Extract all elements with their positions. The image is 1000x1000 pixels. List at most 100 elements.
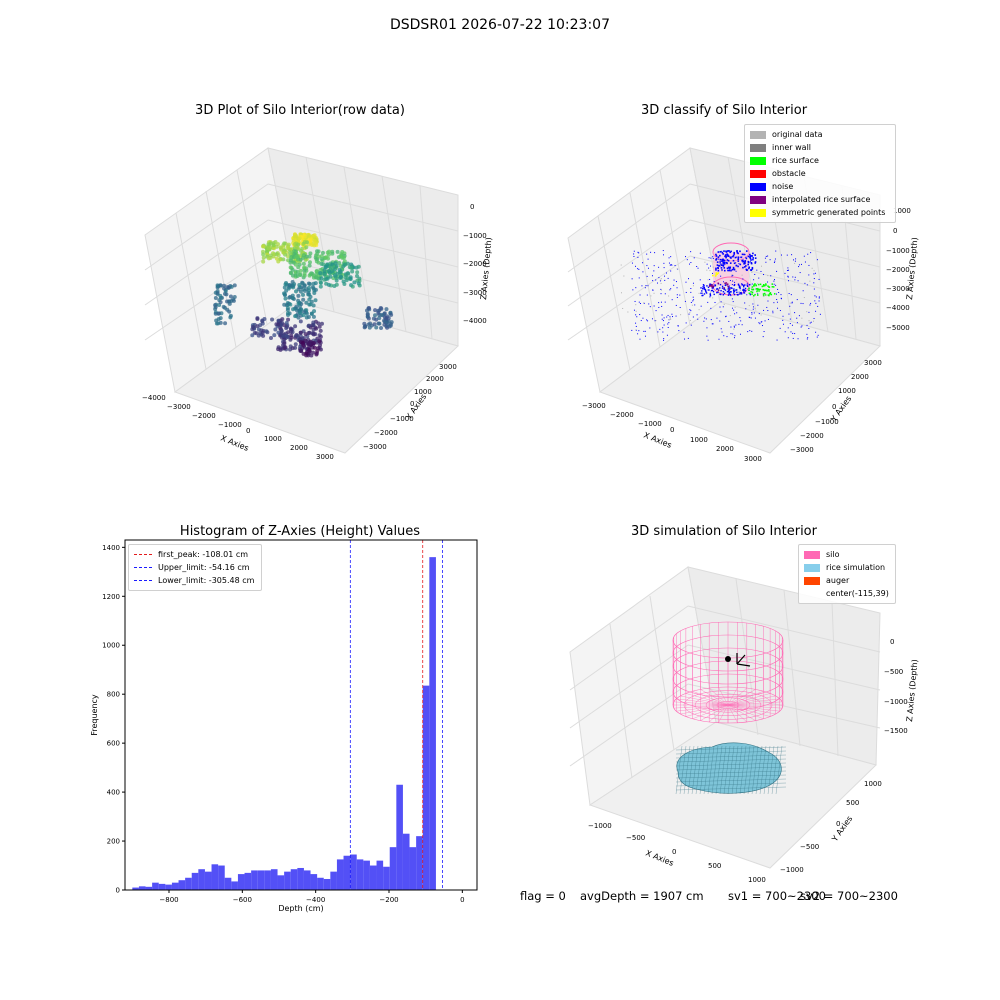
scatter-point: [304, 300, 309, 305]
scatter-point: [282, 285, 287, 290]
rice-surface-point: [763, 292, 766, 295]
histogram-bar: [158, 883, 166, 890]
scatter-point: [290, 296, 295, 301]
silo-floor-spoke: [727, 704, 738, 723]
scatter-point: [304, 287, 309, 292]
noise-point: [784, 272, 786, 274]
noise-point: [789, 318, 791, 320]
noise-point: [742, 289, 744, 291]
noise-point: [712, 290, 715, 293]
original-point: [809, 280, 811, 282]
legend-original-data: original data: [750, 128, 890, 141]
p4-xtick: −500: [626, 834, 645, 842]
p1-ztick: −1000: [463, 232, 487, 240]
noise-point: [730, 269, 732, 272]
original-point: [660, 279, 662, 281]
scatter-point: [261, 252, 266, 257]
scatter-point: [314, 259, 319, 264]
noise-point: [813, 278, 815, 280]
noise-point: [788, 313, 790, 315]
noise-point: [788, 280, 790, 282]
noise-point: [658, 266, 660, 268]
original-point: [706, 269, 708, 271]
noise-point: [795, 258, 797, 260]
status-flag: flag = 0: [520, 889, 566, 903]
panel4-legend: silo rice simulation auger center(-115,3…: [798, 544, 896, 604]
scatter-point: [379, 325, 384, 330]
noise-point: [738, 323, 740, 325]
rice-grid-line: [763, 745, 771, 795]
noise-point: [791, 302, 793, 304]
noise-point: [721, 251, 724, 254]
p4-ztick: −1000: [884, 698, 908, 706]
noise-point: [747, 260, 750, 263]
scatter-point: [367, 325, 372, 330]
noise-point: [707, 286, 710, 289]
original-point: [635, 329, 637, 331]
noise-point: [710, 319, 712, 321]
original-point: [739, 289, 741, 291]
scatter-point: [289, 258, 294, 263]
p2-ztick: −3000: [886, 285, 910, 293]
noise-point: [745, 257, 748, 260]
noise-point: [667, 323, 669, 325]
scatter-point: [312, 345, 317, 350]
noise-point: [720, 264, 723, 267]
scatter-point: [288, 326, 293, 331]
scatter-point: [377, 316, 382, 321]
noise-point: [730, 250, 732, 253]
noise-point: [661, 305, 663, 307]
original-point: [767, 275, 769, 277]
panel4-title: 3D simulation of Silo Interior: [631, 524, 817, 539]
histogram-bar: [416, 836, 423, 890]
noise-point: [791, 324, 793, 326]
scatter-point: [286, 312, 291, 317]
rice-surface-point: [752, 288, 754, 291]
scatter-point: [278, 257, 283, 262]
noise-point: [692, 282, 694, 284]
noise-point: [638, 330, 640, 332]
noise-point: [655, 310, 657, 312]
scatter-point: [216, 321, 221, 326]
interp-point: [728, 288, 731, 291]
noise-point: [798, 266, 800, 268]
scatter-point: [283, 296, 288, 301]
p1-xtick: 1000: [264, 435, 282, 443]
noise-point: [773, 302, 775, 304]
noise-point: [731, 268, 734, 271]
noise-point: [675, 315, 677, 317]
symmetric-point: [712, 274, 714, 277]
noise-point: [751, 283, 753, 285]
rice-surface-point: [751, 286, 754, 288]
noise-point: [718, 264, 720, 267]
histogram-bar: [191, 872, 199, 890]
noise-point: [744, 289, 746, 291]
original-point: [704, 261, 706, 263]
scatter-point: [227, 299, 232, 304]
legend-auger: auger: [804, 574, 890, 587]
silo-floor-spoke: [727, 704, 764, 719]
noise-point: [763, 309, 765, 311]
noise-point: [724, 254, 727, 256]
noise-point: [692, 316, 694, 318]
rice-surface-point: [755, 288, 758, 290]
noise-point: [697, 318, 699, 320]
noise-point: [711, 287, 714, 289]
noise-point: [723, 335, 725, 337]
noise-point: [744, 302, 746, 304]
scatter-point: [307, 234, 312, 239]
rice-surface-point: [768, 290, 770, 292]
noise-point: [776, 270, 778, 272]
rice-grid-line: [695, 745, 703, 795]
noise-point: [701, 288, 704, 290]
scatter-point: [284, 333, 289, 338]
noise-point: [647, 285, 649, 287]
original-point: [689, 312, 691, 314]
scatter-point: [324, 255, 329, 260]
noise-point: [716, 288, 719, 290]
histogram-bar: [343, 855, 351, 890]
